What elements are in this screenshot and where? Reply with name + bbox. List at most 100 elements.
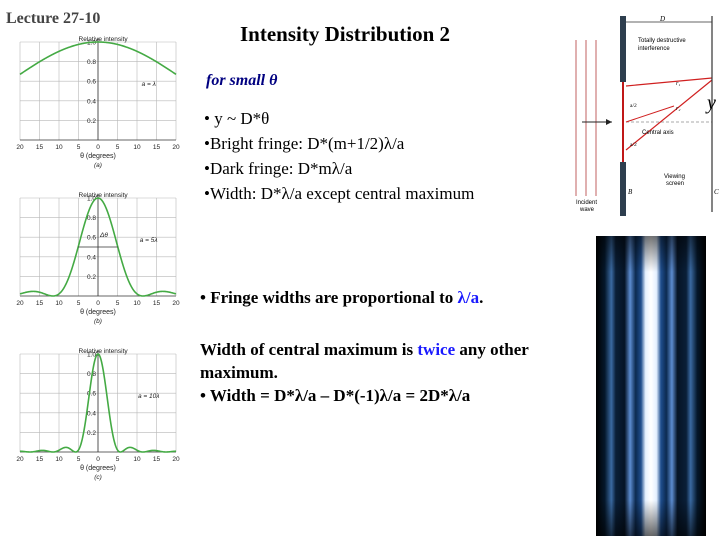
x-tick-label: 20 [172, 456, 180, 463]
x-tick-label: 20 [16, 456, 24, 463]
x-tick-label: 10 [133, 300, 141, 307]
intensity-curve [19, 197, 177, 297]
x-tick-label: 20 [172, 300, 180, 307]
bullet-y: • y ~ D*θ [204, 109, 270, 128]
x-tick-label: 0 [96, 144, 100, 151]
viewing-label-1: Viewing [664, 174, 685, 180]
ray-r2 [625, 79, 713, 151]
x-axis-label: θ (degrees) [80, 309, 116, 316]
y-tick-label: 0.4 [87, 98, 96, 105]
twice-highlight: twice [417, 340, 456, 359]
x-tick-label: 15 [36, 456, 44, 463]
x-tick-label: 5 [77, 300, 81, 307]
y-axis-label: Relative intensity [79, 192, 129, 199]
slit-diagram-svg: D Totally destructive interference a/2 a… [575, 15, 719, 216]
x-tick-label: 0 [96, 456, 100, 463]
intensity-curve [19, 353, 177, 453]
x-tick-label: 5 [116, 300, 120, 307]
bullet-width: •Width: D*λ/a except central maximum [204, 184, 475, 203]
x-tick-label: 5 [116, 456, 120, 463]
delta-theta-label: Δθ [99, 232, 108, 239]
x-tick-label: 15 [36, 300, 44, 307]
formula-list: • y ~ D*θ •Bright fringe: D*(m+1/2)λ/a •… [204, 106, 474, 206]
fringe-width-note: • Fringe widths are proportional to λ/a. [200, 288, 484, 307]
x-tick-label: 20 [172, 144, 180, 151]
intensity-plot-svg: 1.00.80.60.40.220 15 10 5 0 5 10 15 20θ (degrees… [16, 192, 180, 325]
arrow-head [606, 119, 612, 125]
c-label: C [714, 188, 719, 196]
fringe-photo [596, 236, 706, 536]
y-tick-label: 0.6 [87, 235, 96, 242]
r1-label: r₁ [676, 81, 680, 87]
x-tick-label: 15 [153, 144, 161, 151]
fringe-photo-svg [596, 236, 706, 536]
condition-label: a = λ [142, 81, 156, 88]
intensity-plot-svg: 1.00.80.60.40.220 15 10 5 0 5 10 15 20θ (degrees… [16, 36, 180, 169]
x-tick-label: 5 [77, 456, 81, 463]
lambda-over-a: λ/a [457, 288, 480, 307]
x-tick-label: 20 [16, 144, 24, 151]
b-label: B [628, 188, 633, 196]
y-tick-label: 0.2 [87, 430, 96, 437]
bullet-bright: •Bright fringe: D*(m+1/2)λ/a [204, 134, 405, 153]
y-tick-label: 0.6 [87, 391, 96, 398]
condition-label: a = 5λ [140, 237, 158, 244]
panel-label: (b) [94, 318, 102, 325]
fringe-vignette [596, 236, 706, 536]
r2-label: r₂ [676, 106, 680, 112]
x-axis-label: θ (degrees) [80, 465, 116, 472]
intensity-graph-c: 1.0 0.8 0.6 0.4 0.2 20 15 10 5 0 5 10 15 20 θ (degrees… [8, 340, 188, 482]
x-tick-label: 10 [55, 456, 63, 463]
y-tick-label: 0.4 [87, 254, 96, 261]
x-tick-label: 10 [55, 300, 63, 307]
y-label: y [707, 92, 716, 114]
x-tick-label: 5 [116, 144, 120, 151]
y-tick-label: 1.0 [87, 196, 96, 203]
slit-diagram: D Totally destructive interference a/2 a… [564, 12, 720, 216]
viewing-label-2: screen [666, 181, 684, 187]
barrier-bottom [620, 162, 626, 216]
x-tick-label: 5 [77, 144, 81, 151]
y-tick-label: 0.8 [87, 215, 96, 222]
central-axis-label: Central axis [642, 130, 674, 136]
x-axis-label: θ (degrees) [80, 153, 116, 160]
panel-label: (c) [94, 474, 102, 481]
ray-r1 [625, 77, 713, 87]
y-tick-label: 0.4 [87, 410, 96, 417]
y-tick-label: 0.2 [87, 118, 96, 125]
lecture-number: Lecture 27-10 [6, 10, 101, 27]
central-max-note: Width of central maximum is twice any ot… [200, 340, 529, 405]
y-tick-label: 0.6 [87, 79, 96, 86]
intensity-graph-b: 1.0 0.8 0.6 0.4 0.2 20 15 10 5 0 5 10 15 20 θ (degrees… [8, 184, 188, 326]
x-tick-label: 10 [55, 144, 63, 151]
half-a-label: a/2 [630, 142, 637, 148]
y-tick-label: 0.2 [87, 274, 96, 281]
intensity-graph-a: 1.0 0.8 0.6 0.4 0.2 20 15 10 5 0 5 10 15 20 θ (degrees… [8, 28, 188, 170]
slide-title: Intensity Distribution 2 [240, 22, 451, 46]
bullet-dark: •Dark fringe: D*mλ/a [204, 159, 353, 178]
destructive-label-2: interference [638, 46, 670, 52]
small-theta-note: for small θ [206, 72, 278, 89]
destructive-label-1: Totally destructive [638, 38, 686, 44]
incident-label-2: wave [579, 207, 595, 213]
x-tick-label: 15 [153, 300, 161, 307]
x-tick-label: 10 [133, 456, 141, 463]
y-tick-label: 1.0 [87, 352, 96, 359]
y-axis-label: Relative intensity [79, 36, 129, 43]
incident-label-1: Incident [576, 200, 597, 206]
y-tick-label: 0.8 [87, 59, 96, 66]
width-formula: • Width = D*λ/a – D*(-1)λ/a = 2D*λ/a [200, 386, 471, 405]
ray-mid [625, 105, 675, 123]
panel-label: (a) [94, 162, 102, 169]
x-tick-label: 15 [153, 456, 161, 463]
y-axis-label: Relative intensity [79, 348, 129, 355]
d-label: D [659, 15, 665, 23]
half-a-label: a/2 [630, 103, 637, 109]
x-tick-label: 10 [133, 144, 141, 151]
intensity-plot-svg: 1.00.80.60.40.220 15 10 5 0 5 10 15 20θ (degrees… [16, 348, 180, 481]
barrier-top [620, 16, 626, 82]
condition-label: a = 10λ [138, 393, 159, 400]
x-tick-label: 20 [16, 300, 24, 307]
x-tick-label: 15 [36, 144, 44, 151]
intensity-curve [19, 41, 177, 76]
